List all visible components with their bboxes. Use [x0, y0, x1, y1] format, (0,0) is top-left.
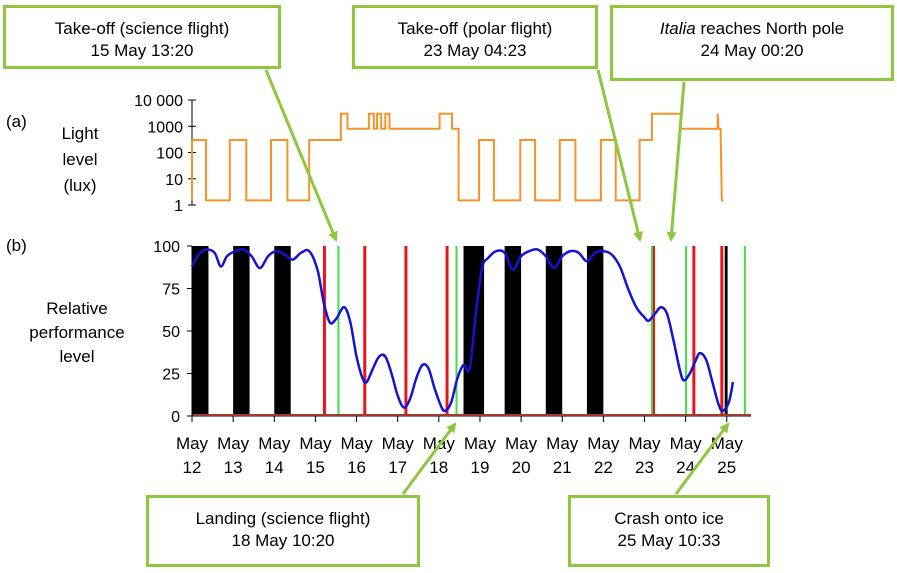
dark-period-bar	[586, 246, 604, 416]
panel-b-x-tick-label: 19	[470, 458, 489, 477]
panel-b-ylabel: Relative performance level	[12, 297, 142, 369]
panel-a-ylabel-line: (lux)	[63, 176, 97, 195]
panel-b-y-tick-label: 50	[162, 324, 180, 341]
callout-line: Take-off (science flight)	[54, 19, 230, 38]
panel-a-y-tick-label: 100	[156, 146, 183, 163]
panel-b-x-tick-label: 23	[635, 458, 654, 477]
panel-b-x-tick-label: 17	[388, 458, 407, 477]
panel-a-y-tick-label: 1	[174, 198, 183, 215]
panel-a-chart: 1 10 100 1000 10 000	[134, 93, 724, 215]
panel-b-x-tick-label: 16	[347, 458, 366, 477]
panel-b-x-tick-label: May	[711, 434, 744, 453]
panel-b-x-tick-label: 22	[594, 458, 613, 477]
panel-b-x-tick-label: 15	[306, 458, 325, 477]
panel-b-ylabel-line: Relative	[46, 299, 108, 318]
panel-b-x-tick-label: May	[670, 434, 703, 453]
callout-italia-pole: Italia reaches North pole 24 May 00:20	[610, 5, 894, 81]
panel-b-x-tick-label: 25	[717, 458, 736, 477]
panel-b-x-tick-label: May	[258, 434, 291, 453]
panel-a-ylabel-line: level	[62, 150, 98, 169]
light-level-line	[191, 112, 724, 202]
arrow-takeoff-polar	[596, 69, 643, 242]
arrow-italia-pole	[666, 81, 686, 242]
dark-period-bar	[545, 246, 563, 416]
panel-b-x-tick-label: May	[546, 434, 579, 453]
panel-b-x-tick-label: 20	[512, 458, 531, 477]
panel-label-b: (b)	[6, 236, 27, 255]
panel-b-x-tick-label: 14	[265, 458, 284, 477]
panel-b-x-tick-label: May	[628, 434, 661, 453]
panel-b-y-tick-label: 0	[171, 409, 180, 426]
dark-period-bar	[192, 246, 209, 416]
panel-b-x-tick-label: May	[505, 434, 538, 453]
panel-b-x-tick-label: May	[299, 434, 332, 453]
panel-b-ylabel-line: performance	[29, 323, 125, 342]
callout-takeoff-science: Take-off (science flight) 15 May 13:20	[3, 5, 281, 69]
callout-landing-science: Landing (science flight) 18 May 10:20	[146, 495, 420, 567]
callout-takeoff-polar: Take-off (polar flight) 23 May 04:23	[352, 5, 598, 69]
callout-line: 24 May 00:20	[700, 41, 804, 60]
arrow-takeoff-science	[264, 69, 338, 242]
panel-b-x-tick-label: May	[464, 434, 497, 453]
panel-b-y-tick-label: 25	[162, 367, 180, 384]
callout-line: Landing (science flight)	[195, 509, 371, 528]
panel-b-x-tick-label: 13	[224, 458, 243, 477]
callout-line: 18 May 10:20	[231, 531, 335, 550]
panel-b-x-tick-label: 12	[183, 458, 202, 477]
panel-b-y-tick-label: 75	[162, 282, 180, 299]
callout-line: Take-off (polar flight)	[397, 19, 553, 38]
panel-a-y-tick-label: 10	[165, 172, 183, 189]
panel-b-x-tick-label: May	[587, 434, 620, 453]
panel-b-x-tick-label: May	[340, 434, 373, 453]
panel-label-a: (a)	[6, 112, 27, 131]
panel-b-chart: 0 25 50 75 100 May 12 May 13 May 14 May 15 May 16 May 17…	[153, 239, 751, 477]
callout-line: reaches North pole	[695, 19, 845, 38]
dark-period-bar	[724, 246, 728, 416]
panel-a-ylabel-line: Light	[61, 124, 99, 143]
arrow-crash	[674, 422, 730, 495]
callout-crash: Crash onto ice 25 May 10:33	[568, 495, 770, 567]
panel-b-ylabel-line: level	[59, 347, 95, 366]
arrow-landing-science	[401, 422, 457, 495]
callout-italic-word: Italia	[659, 19, 696, 38]
callout-line: Crash onto ice	[614, 509, 724, 528]
panel-b-x-tick-label: May	[382, 434, 415, 453]
callout-line: 23 May 04:23	[423, 41, 527, 60]
dark-period-bar	[274, 246, 291, 416]
dark-period-bar	[233, 246, 250, 416]
callout-line: 25 May 10:33	[617, 531, 721, 550]
callout-arrows	[264, 69, 730, 495]
panel-b-x-tick-label: 21	[553, 458, 572, 477]
panel-a-y-tick-label: 1000	[147, 119, 183, 136]
panel-b-x-tick-label: 18	[429, 458, 448, 477]
callout-line: 15 May 13:20	[90, 41, 194, 60]
dark-period-bar	[504, 246, 522, 416]
panel-b-x-tick-label: May	[176, 434, 209, 453]
performance-curve	[190, 247, 735, 413]
panel-a-ylabel: Light level (lux)	[40, 121, 120, 199]
panel-a-y-tick-label: 10 000	[134, 93, 183, 110]
panel-b-x-tick-label: May	[217, 434, 250, 453]
panel-b-y-tick-label: 100	[153, 239, 180, 256]
